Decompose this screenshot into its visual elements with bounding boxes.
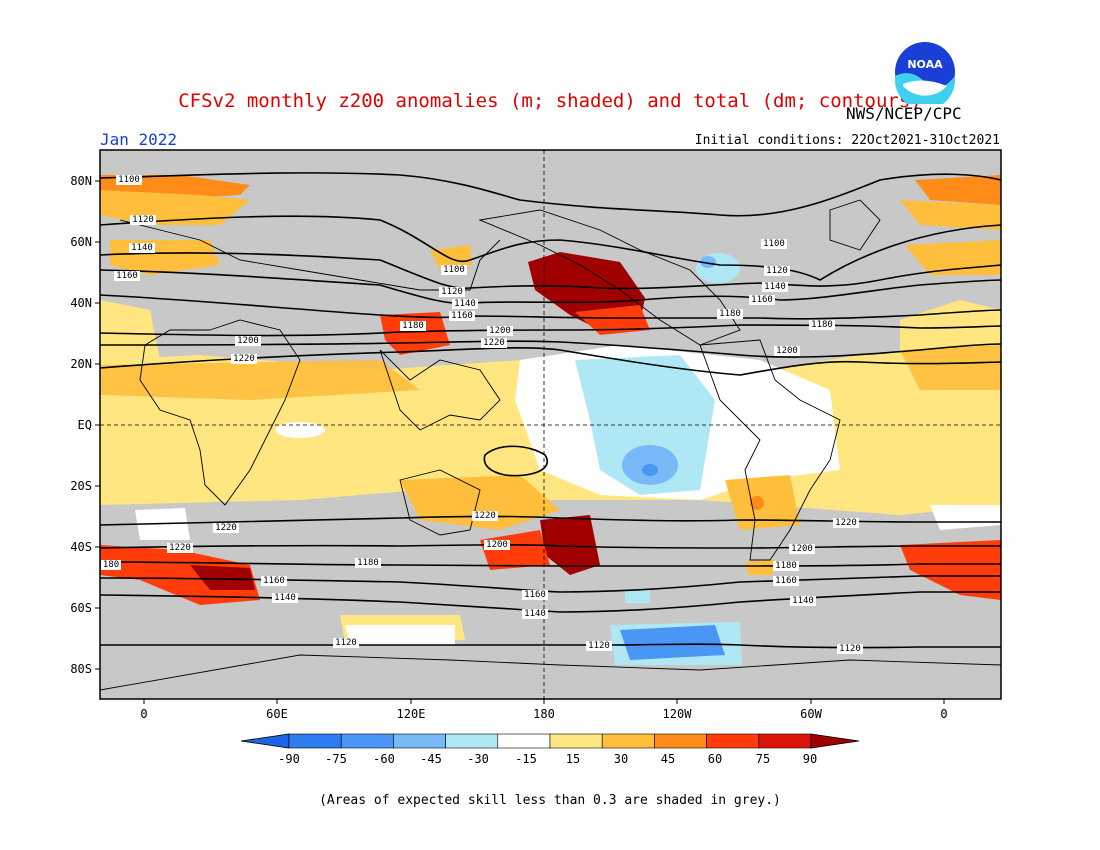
contour-label: 1220 — [483, 338, 505, 348]
contour-label: 1100 — [443, 265, 465, 275]
contour-label: 1100 — [118, 175, 140, 185]
colorbar-cell — [497, 733, 551, 749]
contour-label: 1120 — [441, 287, 463, 297]
contour-labels: 1100 1120 1140 1160 1100 1120 1140 1160 … — [101, 175, 863, 654]
lat-label-20n: 20N — [70, 357, 92, 371]
contour-label: 1180 — [811, 320, 833, 330]
lat-label-60n: 60N — [70, 235, 92, 249]
contour-label: 1220 — [474, 511, 496, 521]
colorbar-cell — [758, 733, 812, 749]
colorbar-cell — [445, 733, 499, 749]
map-plot-area — [100, 150, 1001, 699]
lon-label-0-east: 0 — [940, 707, 947, 721]
lat-label-40n: 40N — [70, 296, 92, 310]
colorbar-label: -60 — [373, 752, 395, 766]
contour-label: 1120 — [132, 215, 154, 225]
initial-conditions: Initial conditions: 22Oct2021-31Oct2021 — [694, 133, 1000, 148]
colorbar-cell — [601, 733, 655, 749]
contour-label: 1200 — [776, 346, 798, 356]
agency-label: NWS/NCEP/CPC — [846, 104, 962, 123]
lat-label-60s: 60S — [70, 601, 92, 615]
noaa-logo-text: NOAA — [907, 58, 943, 71]
contour-label: 1120 — [588, 641, 610, 651]
colorbar-label: 90 — [803, 752, 817, 766]
colorbar-label: 30 — [614, 752, 628, 766]
colorbar-cell — [340, 733, 394, 749]
contour-label: 1120 — [839, 644, 861, 654]
contour-label: 180 — [103, 560, 119, 570]
forecast-month: Jan 2022 — [100, 130, 178, 149]
lat-label-eq: EQ — [78, 418, 92, 432]
colorbar-label: 60 — [708, 752, 722, 766]
contour-label: 1180 — [775, 561, 797, 571]
contour-label: 1160 — [263, 576, 285, 586]
lon-label-120w: 120W — [663, 707, 693, 721]
colorbar-cell — [654, 733, 707, 749]
colorbar: -90 -75 -60 -45 -30 -15 15 30 45 60 75 9… — [240, 733, 860, 766]
height-contours — [100, 172, 1001, 649]
contour-label: 1140 — [454, 299, 476, 309]
colorbar-left-arrow — [240, 733, 290, 749]
map-title: CFSv2 monthly z200 anomalies (m; shaded)… — [178, 90, 922, 112]
contour-label: 1220 — [169, 543, 191, 553]
colorbar-label: -75 — [325, 752, 347, 766]
lon-label-60e: 60E — [266, 707, 288, 721]
colorbar-cell — [549, 733, 603, 749]
contour-label: 1200 — [486, 540, 508, 550]
colorbar-label: -30 — [467, 752, 489, 766]
colorbar-label: 45 — [661, 752, 675, 766]
axis-ticks — [95, 180, 945, 704]
contour-label: 1160 — [775, 576, 797, 586]
contour-label: 1120 — [335, 638, 357, 648]
contour-label: 1200 — [489, 326, 511, 336]
contour-label: 1140 — [274, 593, 296, 603]
lat-label-80s: 80S — [70, 662, 92, 676]
contour-label: 1180 — [402, 321, 424, 331]
contour-label: 1120 — [766, 266, 788, 276]
colorbar-label: -45 — [420, 752, 442, 766]
contour-label: 1140 — [524, 609, 546, 619]
colorbar-right-arrow — [810, 733, 860, 749]
lon-label-60w: 60W — [800, 707, 822, 721]
noaa-logo-icon: NOAA — [895, 42, 955, 104]
lat-label-20s: 20S — [70, 479, 92, 493]
contour-label: 1220 — [835, 518, 857, 528]
colorbar-cell — [706, 733, 760, 749]
contour-label: 1140 — [131, 243, 153, 253]
colorbar-label: 75 — [756, 752, 770, 766]
contour-label: 1200 — [791, 544, 813, 554]
contour-label: 1140 — [764, 282, 786, 292]
colorbar-label: 15 — [566, 752, 580, 766]
colorbar-cell — [288, 733, 342, 749]
contour-label: 1160 — [524, 590, 546, 600]
skill-caption: (Areas of expected skill less than 0.3 a… — [319, 793, 781, 808]
lat-label-80n: 80N — [70, 174, 92, 188]
contour-label: 1220 — [233, 354, 255, 364]
contour-label: 1220 — [215, 523, 237, 533]
lon-label-180: 180 — [533, 707, 555, 721]
lon-label-0: 0 — [140, 707, 147, 721]
contour-label: 1200 — [237, 336, 259, 346]
colorbar-label: -90 — [278, 752, 300, 766]
contour-label: 1100 — [763, 239, 785, 249]
colorbar-label: -15 — [515, 752, 537, 766]
colorbar-cell — [393, 733, 446, 749]
contour-label: 1160 — [451, 311, 473, 321]
contour-label: 1160 — [751, 295, 773, 305]
contour-label: 1140 — [792, 596, 814, 606]
contour-label: 1160 — [116, 271, 138, 281]
lat-label-40s: 40S — [70, 540, 92, 554]
contour-label: 1180 — [357, 558, 379, 568]
negative-anomaly-tropical — [575, 355, 715, 495]
contour-label: 1180 — [719, 309, 741, 319]
lon-label-120e: 120E — [397, 707, 426, 721]
